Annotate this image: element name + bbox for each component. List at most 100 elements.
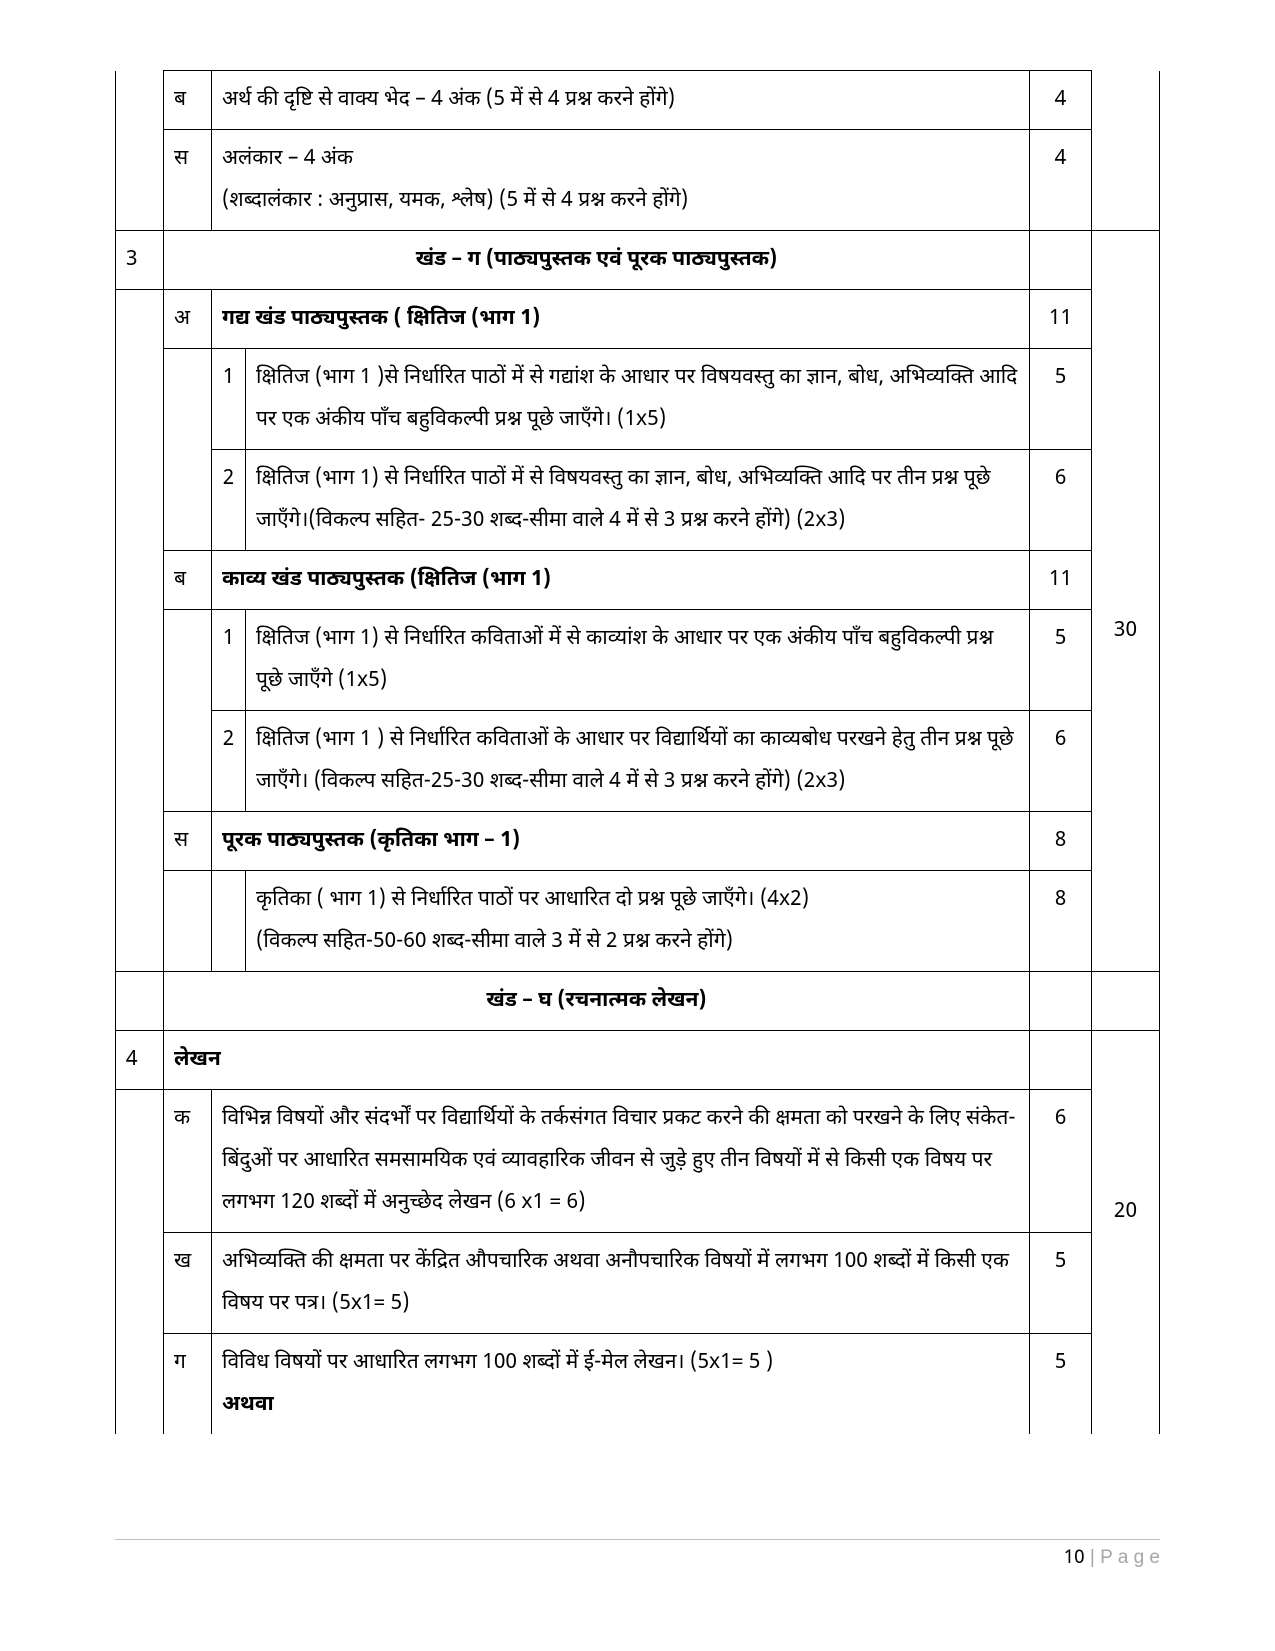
page-container: ब अर्थ की दृष्टि से वाक्य भेद – 4 अंक (5… [0,0,1275,1484]
table-row: ख अभिव्यक्ति की क्षमता पर केंद्रित औपचार… [116,1233,1160,1334]
cell-heading: गद्य खंड पाठ्यपुस्तक ( क्षितिज (भाग 1) [212,290,1030,349]
cell-section-total: 30 [1092,551,1160,711]
cell-total [1092,349,1160,450]
cell-total [1092,290,1160,349]
cell-description: क्षितिज (भाग 1) से निर्धारित कविताओं में… [246,610,1030,711]
cell-marks: 8 [1030,812,1092,871]
cell-col1 [116,711,164,812]
table-row: 2 क्षितिज (भाग 1 ) से निर्धारित कविताओं … [116,711,1160,812]
section-header: खंड – घ (रचनात्मक लेखन) [164,972,1030,1031]
cell-total [1092,972,1160,1031]
table-row: 2 क्षितिज (भाग 1) से निर्धारित पाठों में… [116,450,1160,551]
cell-total [1092,711,1160,812]
text-line: (विकल्प सहित-50-60 शब्द-सीमा वाले 3 में … [256,928,733,956]
cell-col1 [116,871,164,972]
cell-marks: 5 [1030,610,1092,711]
cell-marks: 6 [1030,1090,1092,1233]
cell-section-total: 20 [1092,1090,1160,1334]
cell-marks: 6 [1030,711,1092,812]
cell-marks [1030,972,1092,1031]
cell-label [164,871,212,972]
cell-marks: 11 [1030,551,1092,610]
page-label: | P a g e [1085,1547,1160,1568]
cell-col1 [116,1090,164,1233]
cell-label: ब [164,71,212,130]
text-athva: अथवा [222,1391,274,1419]
cell-label: क [164,1090,212,1233]
cell-description: क्षितिज (भाग 1 ) से निर्धारित कविताओं के… [246,711,1030,812]
table-row: 4 लेखन [116,1031,1160,1090]
cell-col1 [116,1334,164,1435]
cell-marks: 11 [1030,290,1092,349]
cell-total [1092,812,1160,871]
cell-label: ख [164,1233,212,1334]
cell-marks: 5 [1030,1233,1092,1334]
table-row: क विभिन्न विषयों और संदर्भों पर विद्यार्… [116,1090,1160,1233]
cell-description: क्षितिज (भाग 1 )से निर्धारित पाठों में स… [246,349,1030,450]
cell-label [164,711,212,812]
cell-description: क्षितिज (भाग 1) से निर्धारित पाठों में स… [246,450,1030,551]
text-line: विविध विषयों पर आधारित लगभग 100 शब्दों म… [222,1349,773,1377]
cell-subnum: 1 [212,349,246,450]
table-row: स अलंकार – 4 अंक (शब्दालंकार : अनुप्रास,… [116,130,1160,231]
table-row: ब अर्थ की दृष्टि से वाक्य भेद – 4 अंक (5… [116,71,1160,130]
cell-section-num: 4 [116,1031,164,1090]
cell-subnum: 2 [212,711,246,812]
cell-marks: 4 [1030,130,1092,231]
cell-description: विभिन्न विषयों और संदर्भों पर विद्यार्थि… [212,1090,1030,1233]
table-row: 1 क्षितिज (भाग 1 )से निर्धारित पाठों में… [116,349,1160,450]
cell-heading: लेखन [164,1031,1030,1090]
cell-marks: 6 [1030,450,1092,551]
cell-col1 [116,972,164,1031]
cell-description: अभिव्यक्ति की क्षमता पर केंद्रित औपचारिक… [212,1233,1030,1334]
cell-marks [1030,231,1092,290]
cell-total [1092,130,1160,231]
syllabus-table: ब अर्थ की दृष्टि से वाक्य भेद – 4 अंक (5… [115,70,1160,1434]
cell-marks: 5 [1030,349,1092,450]
cell-total [1092,450,1160,551]
cell-marks: 4 [1030,71,1092,130]
cell-subnum [212,871,246,972]
cell-col1 [116,71,164,130]
page-footer: 10 | P a g e [115,1539,1160,1571]
cell-col1 [116,130,164,231]
cell-total [1092,1334,1160,1435]
cell-label: स [164,812,212,871]
cell-col1 [116,290,164,349]
cell-total [1092,231,1160,290]
cell-col1 [116,812,164,871]
text-line: कृतिका ( भाग 1) से निर्धारित पाठों पर आध… [256,886,809,914]
table-row: ग विविध विषयों पर आधारित लगभग 100 शब्दों… [116,1334,1160,1435]
text-line: अलंकार – 4 अंक [222,145,353,173]
cell-marks: 5 [1030,1334,1092,1435]
text-line: (शब्दालंकार : अनुप्रास, यमक, श्लेष) (5 म… [222,187,688,215]
cell-col1 [116,450,164,551]
table-row: 1 क्षितिज (भाग 1) से निर्धारित कविताओं म… [116,610,1160,711]
table-row-section-header: 3 खंड – ग (पाठ्यपुस्तक एवं पूरक पाठ्यपुस… [116,231,1160,290]
cell-subnum: 1 [212,610,246,711]
cell-label [164,610,212,711]
cell-col1 [116,349,164,450]
cell-marks [1030,1031,1092,1090]
cell-col1 [116,551,164,610]
cell-label: अ [164,290,212,349]
table-row: अ गद्य खंड पाठ्यपुस्तक ( क्षितिज (भाग 1)… [116,290,1160,349]
section-header: खंड – ग (पाठ्यपुस्तक एवं पूरक पाठ्यपुस्त… [164,231,1030,290]
cell-label: ग [164,1334,212,1435]
table-row: स पूरक पाठ्यपुस्तक (कृतिका भाग – 1) 8 [116,812,1160,871]
cell-heading: पूरक पाठ्यपुस्तक (कृतिका भाग – 1) [212,812,1030,871]
cell-description: अर्थ की दृष्टि से वाक्य भेद – 4 अंक (5 म… [212,71,1030,130]
table-row: ब काव्य खंड पाठ्यपुस्तक (क्षितिज (भाग 1)… [116,551,1160,610]
cell-total [1092,71,1160,130]
cell-description: कृतिका ( भाग 1) से निर्धारित पाठों पर आध… [246,871,1030,972]
cell-total [1092,871,1160,972]
cell-description: विविध विषयों पर आधारित लगभग 100 शब्दों म… [212,1334,1030,1435]
cell-col1 [116,610,164,711]
cell-marks: 8 [1030,871,1092,972]
cell-description: अलंकार – 4 अंक (शब्दालंकार : अनुप्रास, य… [212,130,1030,231]
page-number: 10 [1064,1546,1085,1571]
cell-total [1092,1031,1160,1090]
cell-subnum: 2 [212,450,246,551]
cell-label: स [164,130,212,231]
cell-heading: काव्य खंड पाठ्यपुस्तक (क्षितिज (भाग 1) [212,551,1030,610]
